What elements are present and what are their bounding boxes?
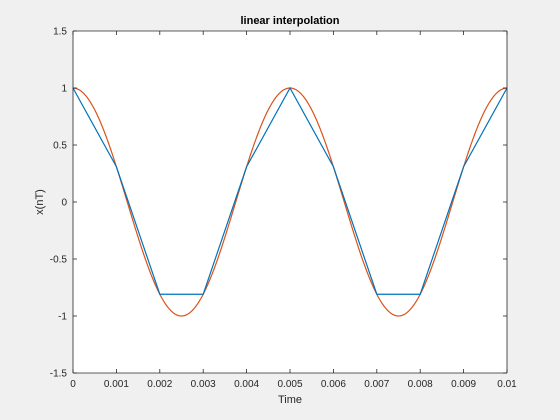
x-tick-label: 0.005 <box>277 379 302 390</box>
x-axis-label: Time <box>278 394 302 406</box>
x-tick-label: 0.008 <box>408 379 433 390</box>
x-tick-label: 0.002 <box>147 379 172 390</box>
x-tick-label: 0.007 <box>364 379 389 390</box>
chart-title: linear interpolation <box>240 15 339 27</box>
y-tick-label: 0.5 <box>53 141 67 152</box>
x-tick-label: 0.009 <box>451 379 476 390</box>
y-tick-label: 0 <box>61 198 67 209</box>
y-tick-label: 1 <box>61 84 67 95</box>
x-tick-label: 0.01 <box>497 379 517 390</box>
series-line-1 <box>72 86 508 295</box>
y-tick-label: -1.5 <box>50 369 68 380</box>
x-tick-label: 0.003 <box>191 379 216 390</box>
x-tick-label: 0 <box>70 379 76 390</box>
y-tick-label: 1.5 <box>53 27 67 38</box>
y-axis-label: x(nT) <box>34 189 46 215</box>
axes-background <box>73 31 507 373</box>
ticks-layer: 0 0.001 0.002 0.003 0.004 0.005 0.006 0.007 0.00… <box>50 27 517 391</box>
x-tick-label: 0.001 <box>104 379 129 390</box>
x-tick-label: 0.004 <box>234 379 259 390</box>
y-tick-label: -0.5 <box>50 255 68 266</box>
y-tick-label: -1 <box>58 312 67 323</box>
x-tick-label: 0.006 <box>321 379 346 390</box>
series-layer <box>72 86 508 317</box>
